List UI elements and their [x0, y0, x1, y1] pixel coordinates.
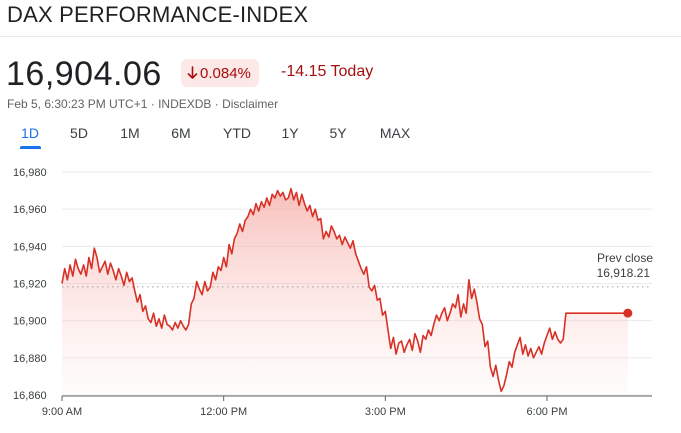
- tab-5y[interactable]: 5Y: [329, 125, 347, 141]
- y-tick-label: 16,900: [13, 316, 47, 328]
- price-chart[interactable]: 16,980 16,960 16,940 16,920 16,900 16,880 16,8…: [0, 155, 681, 433]
- tab-1m[interactable]: 1M: [120, 125, 140, 141]
- price-area: [62, 188, 628, 396]
- prev-close-label: Prev close: [597, 251, 653, 265]
- y-tick-label: 16,880: [13, 353, 47, 365]
- x-tick-label: 9:00 AM: [42, 406, 82, 418]
- last-price-marker: [623, 308, 633, 318]
- price-line: [61, 187, 628, 393]
- x-tick-label: 12:00 PM: [200, 406, 247, 418]
- y-tick-label: 16,980: [13, 167, 47, 179]
- tab-1y[interactable]: 1Y: [281, 125, 299, 141]
- tab-5d[interactable]: 5D: [70, 125, 88, 141]
- meta-separator: ·: [211, 97, 223, 111]
- y-tick-label: 16,940: [13, 241, 47, 253]
- current-price: 16,904.06: [6, 55, 162, 93]
- y-tick-label: 16,860: [13, 390, 47, 402]
- meta-separator: ·: [147, 97, 159, 111]
- index-title: DAX PERFORMANCE-INDEX: [7, 2, 309, 27]
- header-divider: [0, 36, 681, 37]
- y-tick-label: 16,920: [13, 279, 47, 291]
- change-percent-badge: 0.084%: [181, 59, 259, 87]
- disclaimer-link[interactable]: Disclaimer: [222, 97, 279, 111]
- meta-line: Feb 5, 6:30:23 PM UTC+1 · INDEXDB · Disc…: [7, 97, 278, 111]
- active-tab-indicator: [20, 146, 41, 149]
- tab-max[interactable]: MAX: [379, 125, 411, 141]
- down-arrow-icon: [187, 66, 198, 79]
- change-percent: 0.084%: [200, 64, 251, 82]
- meta-exchange: INDEXDB: [158, 97, 212, 111]
- prev-close-value: 16,918.21: [597, 266, 651, 280]
- y-tick-label: 16,960: [13, 204, 47, 216]
- y-axis-labels: 16,980 16,960 16,940 16,920 16,900 16,880 16,8…: [13, 167, 47, 402]
- change-today: -14.15 Today: [281, 63, 374, 80]
- x-tick-label: 3:00 PM: [365, 406, 406, 418]
- x-axis-labels: 9:00 AM 12:00 PM 3:00 PM 6:00 PM: [42, 396, 568, 418]
- tab-6m[interactable]: 6M: [171, 125, 191, 141]
- tab-1d[interactable]: 1D: [21, 125, 39, 141]
- meta-timestamp: Feb 5, 6:30:23 PM UTC+1: [7, 97, 148, 111]
- x-tick-label: 6:00 PM: [527, 406, 568, 418]
- tab-ytd[interactable]: YTD: [223, 125, 251, 141]
